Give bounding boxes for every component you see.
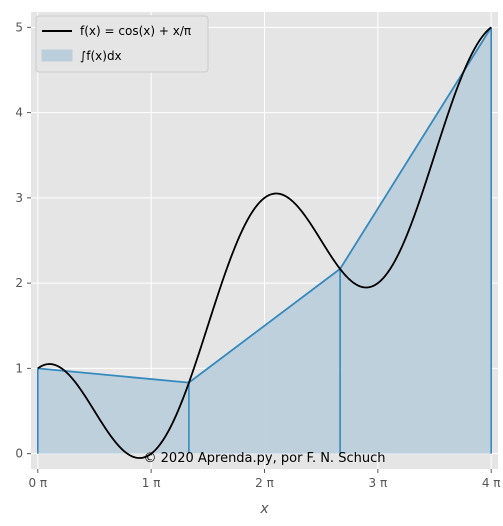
legend-area-label: ∫f(x)dx — [80, 49, 122, 63]
function-curve — [37, 26, 492, 459]
legend: f(x) = cos(x) + x/π ∫f(x)dx — [35, 15, 209, 73]
y-tick-label-2: 2 — [15, 276, 23, 290]
x-tick-label-1: 1 π — [142, 476, 161, 490]
x-axis-label: x — [259, 501, 269, 517]
x-tick-label-3: 3 π — [369, 476, 388, 490]
integral-area-fill — [37, 27, 492, 454]
x-tick-label-4: 4 π — [482, 476, 501, 490]
x-axis: 0 π 1 π 2 π 3 π 4 π — [28, 469, 501, 490]
grid — [31, 12, 498, 469]
y-tick-label-4: 4 — [15, 106, 23, 120]
y-tick-label-5: 5 — [15, 20, 23, 34]
x-tick-label-2: 2 π — [255, 476, 274, 490]
function-curve-layer — [37, 26, 492, 459]
y-tick-label-3: 3 — [15, 191, 23, 205]
legend-curve-label: f(x) = cos(x) + x/π — [80, 24, 191, 38]
trapezoid-top-line — [37, 26, 492, 384]
integral-area-layer — [37, 26, 492, 454]
y-tick-label-1: 1 — [15, 361, 23, 375]
y-tick-label-0: 0 — [15, 447, 23, 461]
y-axis: 0 1 2 3 4 5 — [15, 20, 31, 461]
legend-box — [35, 15, 209, 73]
copyright-annotation: © 2020 Aprenda.py, por F. N. Schuch — [144, 451, 386, 466]
x-tick-label-0: 0 π — [28, 476, 47, 490]
legend-area-swatch — [41, 49, 73, 62]
